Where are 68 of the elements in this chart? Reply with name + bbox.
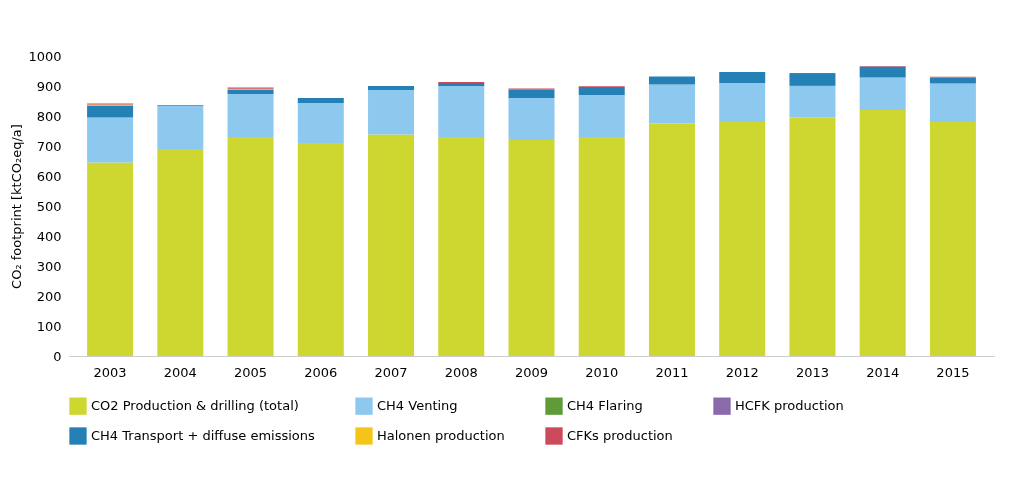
legend-label: CO2 Production & drilling (total) <box>91 398 299 414</box>
x-tick-label: 2005 <box>234 364 268 380</box>
bar <box>368 134 415 356</box>
bar <box>297 98 344 104</box>
y-tick-label: 600 <box>36 168 62 184</box>
bar <box>859 110 906 356</box>
bar <box>789 74 836 86</box>
y-tick-label: 100 <box>36 318 62 334</box>
bar <box>438 137 485 356</box>
x-tick-label: 2007 <box>374 364 408 380</box>
bar <box>789 117 836 356</box>
x-tick-label: 2013 <box>795 364 829 380</box>
x-tick-label: 2006 <box>304 364 338 380</box>
bar <box>929 122 976 356</box>
x-tick-label: 2004 <box>163 364 197 380</box>
y-tick-label: 400 <box>36 228 62 244</box>
x-tick-label: 2015 <box>936 364 970 380</box>
bar <box>508 98 555 140</box>
legend-label: HCFK production <box>735 398 844 414</box>
legend-label: Halonen production <box>377 428 505 443</box>
x-tick-label: 2009 <box>514 364 549 380</box>
bar <box>297 103 344 143</box>
y-tick-label: 700 <box>36 138 62 154</box>
x-tick-label: 2003 <box>93 364 127 380</box>
y-tick-label: 800 <box>36 108 62 124</box>
bar <box>789 86 836 118</box>
bar <box>297 143 344 356</box>
legend-label: CH4 Flaring <box>567 398 643 414</box>
bar <box>719 122 766 356</box>
bar <box>578 95 625 137</box>
bar <box>508 140 555 356</box>
legend-label: CFKs production <box>567 428 673 443</box>
y-tick-label: 1000 <box>28 48 62 64</box>
bar <box>87 162 134 356</box>
bar <box>859 66 906 78</box>
bar <box>438 86 485 137</box>
x-tick-label: 2012 <box>725 364 759 380</box>
bar <box>578 86 625 95</box>
bar <box>157 106 204 149</box>
bar <box>508 89 555 98</box>
y-tick-label: 300 <box>36 258 62 274</box>
bar <box>719 83 766 122</box>
bar <box>87 105 134 118</box>
bar <box>368 86 415 90</box>
bar <box>719 71 766 83</box>
bar <box>227 94 274 137</box>
bar <box>368 89 415 135</box>
y-tick-label: 900 <box>36 78 62 94</box>
x-tick-label: 2011 <box>655 364 689 380</box>
bar <box>227 137 274 356</box>
y-tick-label: 0 <box>53 348 62 364</box>
x-tick-label: 2008 <box>444 364 478 380</box>
y-axis-title: CO₂ footprint [ktCO₂eq/a] <box>9 124 25 289</box>
y-tick-label: 200 <box>36 288 62 304</box>
bar <box>929 83 976 122</box>
x-tick-label: 2014 <box>866 364 900 380</box>
x-tick-label: 2010 <box>585 364 619 380</box>
bar <box>648 76 695 85</box>
legend-label: CH4 Transport + diffuse emissions <box>91 428 315 443</box>
bar <box>87 117 134 163</box>
bar <box>648 84 695 124</box>
bar <box>859 77 906 110</box>
bar <box>157 149 204 356</box>
bar <box>648 123 695 356</box>
legend-label: CH4 Venting <box>377 398 458 414</box>
bar <box>578 137 625 356</box>
bar <box>929 77 976 84</box>
y-tick-label: 500 <box>36 198 62 214</box>
